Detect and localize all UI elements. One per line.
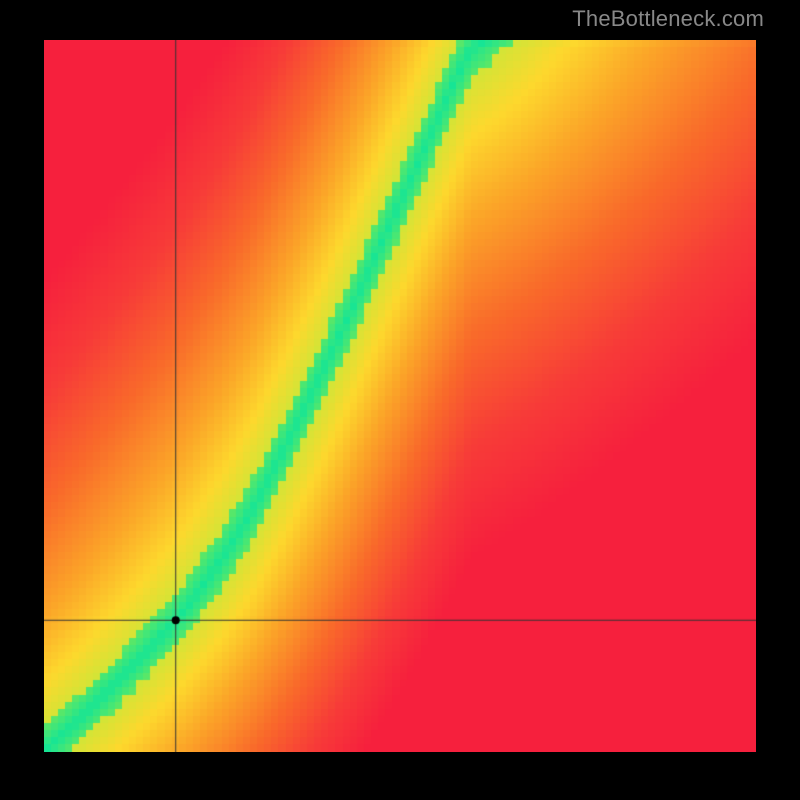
attribution-text: TheBottleneck.com (572, 6, 764, 32)
heatmap-canvas (44, 40, 756, 752)
bottleneck-heatmap (44, 40, 756, 752)
